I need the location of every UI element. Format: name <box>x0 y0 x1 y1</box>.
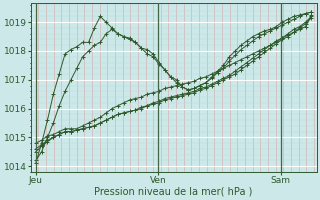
X-axis label: Pression niveau de la mer( hPa ): Pression niveau de la mer( hPa ) <box>94 187 253 197</box>
